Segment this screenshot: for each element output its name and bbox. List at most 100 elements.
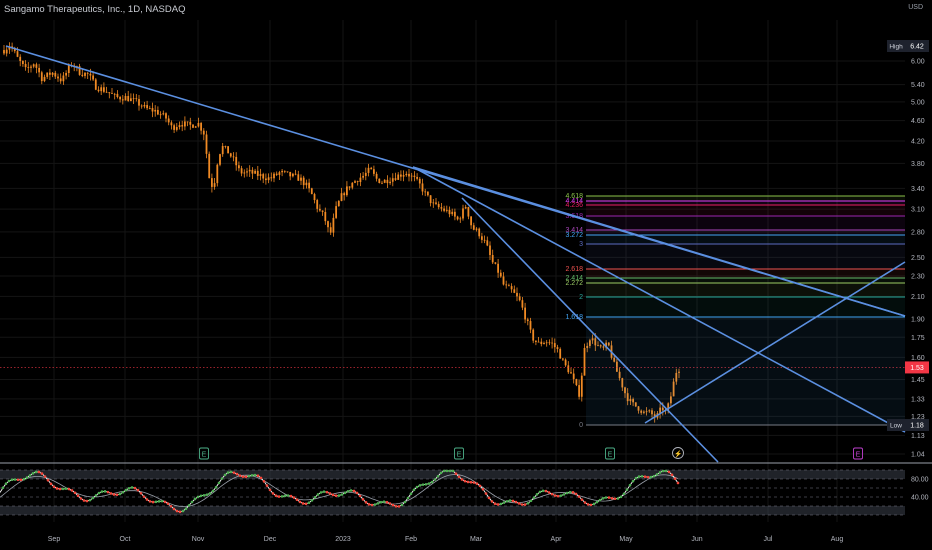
candle-body xyxy=(152,108,154,111)
candle-body xyxy=(262,174,264,178)
osc-dot xyxy=(152,501,155,504)
candle-body xyxy=(557,347,559,349)
osc-dot xyxy=(197,496,200,499)
osc-dot xyxy=(347,490,350,493)
osc-dot xyxy=(263,480,266,483)
candle-body xyxy=(176,127,178,130)
osc-dot xyxy=(32,472,35,475)
currency-label: USD xyxy=(908,4,923,11)
osc-dot xyxy=(425,483,428,486)
candle-body xyxy=(268,177,270,180)
osc-dot xyxy=(128,487,131,490)
candle-body xyxy=(90,74,92,76)
candle-body xyxy=(508,285,510,286)
price-tick-label: 6.00 xyxy=(911,59,925,66)
osc-dot xyxy=(575,493,578,496)
candle-body xyxy=(495,262,497,263)
osc-dot xyxy=(11,478,14,481)
candle-body xyxy=(481,236,483,240)
osc-dot xyxy=(386,501,389,504)
osc-dot xyxy=(551,493,554,496)
osc-dot xyxy=(431,481,434,484)
osc-dot xyxy=(377,502,380,505)
candle-body xyxy=(522,300,524,307)
osc-dot xyxy=(224,474,227,477)
osc-dot xyxy=(8,480,11,483)
candle-body xyxy=(335,206,337,218)
candle-body xyxy=(22,61,24,64)
time-tick-label: 2023 xyxy=(335,536,351,543)
candle-body xyxy=(427,192,429,196)
osc-dot xyxy=(35,471,38,474)
fib-level-label: 4.236 xyxy=(565,202,583,209)
candle-body xyxy=(392,178,394,181)
candle-body xyxy=(424,191,426,192)
osc-dot xyxy=(485,492,488,495)
osc-dot xyxy=(560,494,563,497)
candle-body xyxy=(184,121,186,126)
candle-body xyxy=(225,146,227,147)
candle-body xyxy=(470,217,472,226)
osc-dot xyxy=(590,504,593,507)
candle-body xyxy=(192,125,194,128)
osc-dot xyxy=(656,473,659,476)
osc-dot xyxy=(335,494,338,497)
osc-dot xyxy=(371,504,374,507)
candle-body xyxy=(270,177,272,178)
candle-body xyxy=(146,105,148,108)
osc-dot xyxy=(569,491,572,494)
osc-dot xyxy=(410,492,413,495)
osc-dot xyxy=(653,475,656,478)
price-tick-label: 1.13 xyxy=(911,433,925,440)
osc-dot xyxy=(359,495,362,498)
candle-body xyxy=(538,342,540,343)
candle-body xyxy=(144,105,146,106)
osc-dot xyxy=(521,503,524,506)
candle-body xyxy=(346,186,348,195)
osc-dot xyxy=(536,493,539,496)
osc-dot xyxy=(179,511,182,514)
osc-dot xyxy=(77,494,80,497)
osc-dot xyxy=(344,492,347,495)
candle-body xyxy=(6,50,8,54)
osc-dot xyxy=(506,500,509,503)
osc-dot xyxy=(482,488,485,491)
candle-body xyxy=(154,110,156,112)
osc-dot xyxy=(611,497,614,500)
price-tick-label: 3.80 xyxy=(911,161,925,168)
fib-band xyxy=(586,278,905,283)
candle-body xyxy=(519,296,521,300)
osc-dot xyxy=(584,501,587,504)
osc-tick-label: 80.00 xyxy=(911,477,929,484)
candle-body xyxy=(330,227,332,232)
candle-body xyxy=(576,379,578,385)
osc-dot xyxy=(47,479,50,482)
osc-dot xyxy=(233,471,236,474)
candle-body xyxy=(119,97,121,99)
osc-dot xyxy=(143,495,146,498)
candle-body xyxy=(430,195,432,203)
osc-dot xyxy=(437,475,440,478)
candle-body xyxy=(168,119,170,123)
candle-body xyxy=(384,180,386,183)
osc-dot xyxy=(422,483,425,486)
osc-dot xyxy=(350,489,353,492)
osc-dot xyxy=(608,496,611,499)
candle-body xyxy=(454,212,456,217)
candle-body xyxy=(111,93,113,94)
osc-dot xyxy=(398,505,401,508)
osc-dot xyxy=(539,491,542,494)
osc-dot xyxy=(503,501,506,504)
candle-body xyxy=(63,76,65,82)
candle-body xyxy=(108,92,110,93)
time-tick-label: Mar xyxy=(470,536,483,543)
candle-body xyxy=(500,273,502,277)
candle-body xyxy=(38,68,40,72)
osc-dot xyxy=(239,474,242,477)
osc-dot xyxy=(80,497,83,500)
candle-body xyxy=(162,113,164,114)
candle-body xyxy=(341,193,343,201)
candle-body xyxy=(354,181,356,183)
candle-body xyxy=(235,157,237,165)
